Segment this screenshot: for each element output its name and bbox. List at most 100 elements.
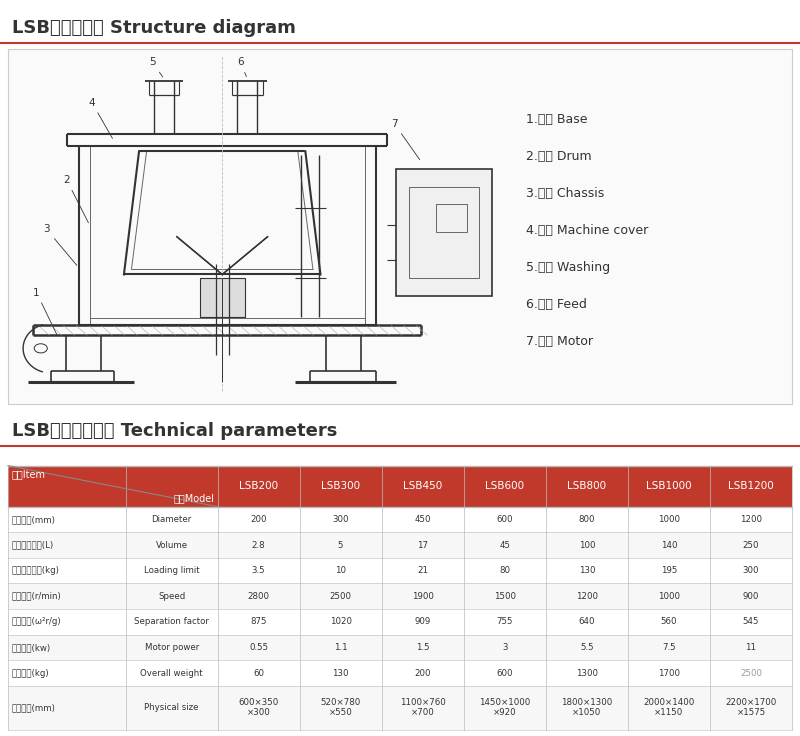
Text: 3: 3: [43, 224, 77, 265]
Text: 1900: 1900: [412, 592, 434, 601]
Text: 45: 45: [499, 540, 510, 550]
Text: 6.进料 Feed: 6.进料 Feed: [526, 298, 587, 311]
Text: 250: 250: [742, 540, 759, 550]
Text: 17: 17: [417, 540, 428, 550]
Text: 60: 60: [253, 668, 264, 678]
Text: LSB1200: LSB1200: [728, 481, 774, 491]
Text: 1200: 1200: [740, 515, 762, 524]
Text: 300: 300: [742, 566, 759, 575]
Text: 450: 450: [414, 515, 431, 524]
Text: 7.电机 Motor: 7.电机 Motor: [526, 335, 593, 348]
Text: 2.转鼓 Drum: 2.转鼓 Drum: [526, 150, 592, 163]
Bar: [8, 686, 792, 729]
Text: 1.5: 1.5: [416, 643, 430, 652]
Text: 640: 640: [578, 618, 595, 626]
Text: 2.8: 2.8: [252, 540, 266, 550]
Text: 2: 2: [63, 175, 88, 223]
Text: 1200: 1200: [576, 592, 598, 601]
Bar: [8, 49, 792, 404]
Text: 130: 130: [578, 566, 595, 575]
Text: 2200×1700
×1575: 2200×1700 ×1575: [726, 698, 777, 718]
Text: LSB600: LSB600: [486, 481, 524, 491]
Text: 1300: 1300: [576, 668, 598, 678]
Text: 1020: 1020: [330, 618, 352, 626]
Text: 1: 1: [34, 288, 57, 336]
Text: 140: 140: [661, 540, 677, 550]
Text: 1.底座 Base: 1.底座 Base: [526, 113, 587, 126]
Text: 909: 909: [414, 618, 431, 626]
Text: 转鼓直径(mm): 转鼓直径(mm): [11, 515, 55, 524]
Text: 3.机壳 Chassis: 3.机壳 Chassis: [526, 187, 604, 200]
Bar: [8, 660, 792, 686]
Bar: [8, 609, 792, 634]
Text: 2000×1400
×1150: 2000×1400 ×1150: [643, 698, 694, 718]
Text: LSB200: LSB200: [239, 481, 278, 491]
Text: 型号Model: 型号Model: [174, 493, 214, 503]
Text: 2500: 2500: [330, 592, 352, 601]
Text: 0.55: 0.55: [249, 643, 268, 652]
Text: 520×780
×550: 520×780 ×550: [321, 698, 361, 718]
Text: 1000: 1000: [658, 592, 680, 601]
Text: Physical size: Physical size: [145, 703, 199, 712]
Bar: [199, 278, 245, 316]
Text: 4.机盖 Machine cover: 4.机盖 Machine cover: [526, 224, 648, 237]
Text: 1800×1300
×1050: 1800×1300 ×1050: [562, 698, 613, 718]
Text: 600: 600: [497, 515, 513, 524]
Text: Loading limit: Loading limit: [144, 566, 199, 575]
Bar: [8, 584, 792, 609]
Text: 1000: 1000: [658, 515, 680, 524]
Text: 2500: 2500: [740, 668, 762, 678]
Bar: [8, 532, 792, 558]
Bar: [437, 204, 466, 233]
Bar: [8, 634, 792, 660]
Text: 6: 6: [238, 57, 246, 77]
Text: 3.5: 3.5: [252, 566, 266, 575]
Text: 3: 3: [502, 643, 507, 652]
Text: LSB系列结构图 Structure diagram: LSB系列结构图 Structure diagram: [12, 18, 296, 37]
Text: 2800: 2800: [247, 592, 270, 601]
Text: 1.1: 1.1: [334, 643, 347, 652]
Text: LSB300: LSB300: [321, 481, 360, 491]
Text: 1450×1000
×920: 1450×1000 ×920: [479, 698, 530, 718]
Text: 1700: 1700: [658, 668, 680, 678]
Text: LSB系列技术参数 Technical parameters: LSB系列技术参数 Technical parameters: [12, 422, 338, 440]
Text: 5.5: 5.5: [580, 643, 594, 652]
Text: LSB450: LSB450: [403, 481, 442, 491]
Text: Speed: Speed: [158, 592, 186, 601]
Text: 600×350
×300: 600×350 ×300: [238, 698, 278, 718]
Text: 4: 4: [89, 98, 113, 138]
Text: 195: 195: [661, 566, 677, 575]
Text: 200: 200: [414, 668, 431, 678]
Text: Separation factor: Separation factor: [134, 618, 209, 626]
Text: 80: 80: [499, 566, 510, 575]
Text: Motor power: Motor power: [145, 643, 199, 652]
Text: 转鼓转速(r/min): 转鼓转速(r/min): [11, 592, 61, 601]
Bar: [8, 466, 792, 506]
Text: 1500: 1500: [494, 592, 516, 601]
Bar: [8, 506, 792, 532]
Text: 5.洗涤 Washing: 5.洗涤 Washing: [526, 261, 610, 274]
Text: 电机功率(kw): 电机功率(kw): [11, 643, 50, 652]
Text: 560: 560: [661, 618, 677, 626]
Bar: [409, 186, 479, 278]
Text: 300: 300: [332, 515, 349, 524]
Text: 600: 600: [497, 668, 513, 678]
Text: 7.5: 7.5: [662, 643, 676, 652]
Text: 755: 755: [497, 618, 513, 626]
Text: 800: 800: [578, 515, 595, 524]
Bar: [8, 558, 792, 584]
Text: Overall weight: Overall weight: [140, 668, 203, 678]
Text: 100: 100: [578, 540, 595, 550]
Text: Volume: Volume: [156, 540, 188, 550]
Text: 项目Item: 项目Item: [11, 469, 45, 479]
Text: 545: 545: [742, 618, 759, 626]
Text: 11: 11: [746, 643, 757, 652]
Text: 5: 5: [338, 540, 343, 550]
Text: LSB1000: LSB1000: [646, 481, 692, 491]
Text: 外形尺寸(mm): 外形尺寸(mm): [11, 703, 55, 712]
Text: 875: 875: [250, 618, 267, 626]
Text: 5: 5: [149, 57, 162, 77]
Text: 10: 10: [335, 566, 346, 575]
Text: Diameter: Diameter: [151, 515, 192, 524]
Text: 分离因数(ω²r/g): 分离因数(ω²r/g): [11, 618, 61, 626]
